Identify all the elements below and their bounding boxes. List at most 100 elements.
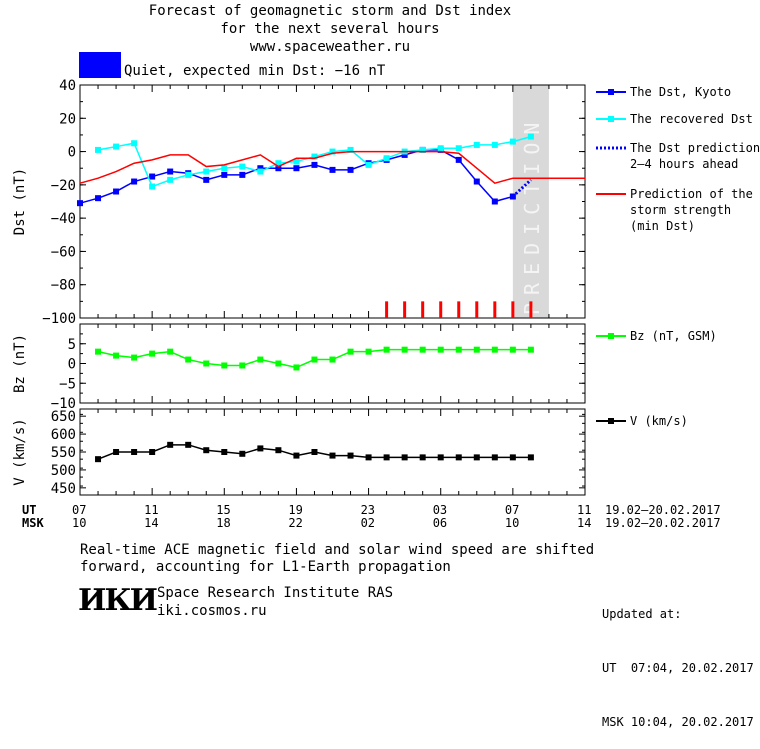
data-point [527, 346, 534, 353]
legend-label: 2–4 hours ahead [630, 157, 738, 171]
institute-website[interactable]: iki.cosmos.ru [157, 603, 267, 619]
data-point [329, 148, 336, 155]
data-point [185, 441, 192, 448]
ut-tick-label: 19 [288, 503, 303, 517]
data-point [167, 441, 174, 448]
legend-label: The recovered Dst [630, 112, 753, 126]
data-point [77, 200, 83, 207]
y-axis-label: V (km/s) [12, 418, 28, 485]
data-point [329, 356, 336, 363]
data-point [95, 348, 102, 355]
data-point [293, 165, 300, 172]
legend-marker [608, 418, 614, 424]
legend-marker [608, 333, 614, 339]
data-point [455, 145, 462, 152]
panel-frame [79, 323, 586, 404]
data-point [491, 198, 498, 205]
msk-date-range: 19.02–20.02.2017 [605, 516, 721, 530]
data-point [221, 171, 228, 178]
y-tick-label: −10 [51, 396, 76, 412]
msk-tick-label: 10 [504, 516, 520, 530]
updated-msk: MSK 10:04, 20.02.2017 [602, 715, 754, 729]
data-point [455, 156, 462, 163]
data-point [527, 133, 534, 140]
data-point [527, 454, 534, 461]
data-point [383, 454, 390, 461]
msk-tick-label: 14 [577, 516, 592, 530]
data-point [437, 454, 444, 461]
data-point [491, 454, 498, 461]
data-point [185, 356, 192, 363]
data-point [275, 160, 282, 167]
data-point [203, 176, 210, 183]
data-point [95, 146, 102, 153]
legend-marker [608, 89, 614, 95]
data-point [95, 195, 102, 202]
data-point [419, 346, 426, 353]
ut-tick-label: 11 [577, 503, 592, 517]
data-point [149, 350, 156, 357]
v-panel: 650 600 550 500 450 V (km/s) [12, 408, 586, 497]
legend-label: (min Dst) [630, 219, 695, 233]
y-tick-label: 650 [51, 409, 76, 425]
data-point [473, 454, 480, 461]
updated-info: Updated at: UT 07:04, 20.02.2017 MSK 10:… [602, 569, 754, 749]
data-point [293, 158, 300, 165]
status-text: Quiet, expected min Dst: −16 nT [124, 63, 386, 79]
institute-name: Space Research Institute RAS [157, 585, 394, 601]
prediction-zone [512, 85, 549, 318]
data-point [113, 352, 120, 359]
data-point [131, 449, 138, 455]
data-point [509, 138, 516, 145]
y-tick-label: −20 [51, 178, 76, 194]
data-point [113, 449, 120, 455]
data-point [401, 346, 408, 353]
y-tick-label: 20 [59, 111, 76, 127]
y-tick-label: 600 [51, 427, 76, 443]
panel-frame [79, 84, 586, 319]
data-point [401, 151, 408, 158]
data-point [383, 155, 390, 162]
data-point [329, 166, 336, 173]
data-point [167, 168, 174, 175]
legend-label: The Dst, Kyoto [630, 85, 731, 99]
data-point [113, 188, 120, 195]
panel-frame [79, 408, 586, 496]
msk-tick-label: 10 [72, 516, 87, 530]
legend-label: storm strength [630, 203, 731, 217]
ut-tick-label: 15 [216, 503, 231, 517]
y-axis-label: Dst (nT) [12, 168, 28, 235]
msk-tick-label: 22 [288, 516, 303, 530]
ut-tick-label: 23 [360, 503, 376, 517]
y-axis-label: Bz (nT) [12, 334, 28, 393]
data-point [167, 176, 174, 183]
data-point [473, 346, 480, 353]
y-tick-label: 500 [51, 463, 76, 479]
y-tick-label: 450 [51, 481, 76, 497]
ut-label: UT [22, 503, 37, 517]
series-line [79, 150, 585, 185]
data-point [131, 354, 138, 361]
data-point [491, 141, 498, 148]
y-tick-label: −60 [51, 244, 76, 260]
data-point [275, 447, 282, 454]
data-point [131, 140, 138, 147]
legend-label: Prediction of the [630, 187, 753, 201]
data-point [509, 454, 516, 461]
bz-panel: 5 0 −5 −10 Bz (nT) [12, 323, 586, 412]
data-point [149, 173, 156, 180]
data-point [329, 452, 336, 459]
data-point [239, 450, 246, 457]
legend-label: V (km/s) [630, 414, 688, 428]
data-point [311, 449, 318, 455]
data-point [311, 161, 318, 168]
data-point [347, 452, 354, 459]
data-point [473, 178, 480, 185]
y-tick-label: 40 [59, 78, 76, 94]
data-point [239, 362, 246, 369]
data-point [419, 146, 426, 153]
updated-ut: UT 07:04, 20.02.2017 [602, 661, 754, 675]
ut-tick-label: 07 [504, 503, 520, 517]
data-point [455, 346, 462, 353]
data-point [257, 356, 264, 363]
